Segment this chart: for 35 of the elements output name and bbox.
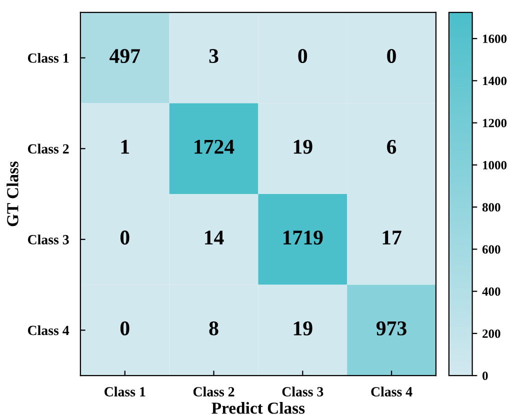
- x-axis-title: Predict Class: [212, 402, 305, 414]
- x-tick-label: Class 1: [104, 386, 146, 396]
- data-label: 0: [387, 48, 396, 64]
- color-bar-label: 600: [482, 245, 500, 254]
- data-label: 1719: [283, 230, 323, 245]
- y-axis-title: GT Class: [6, 161, 18, 226]
- data-label: 973: [376, 321, 406, 336]
- data-label: 17: [382, 230, 402, 244]
- x-tick-label: Class 4: [371, 386, 412, 396]
- data-label: 19: [294, 321, 312, 336]
- y-tick-label: Class 3: [28, 234, 69, 244]
- data-label: 1724: [194, 140, 234, 154]
- y-tick-label: Class 4: [28, 325, 70, 336]
- data-label: 0: [120, 230, 130, 245]
- x-tick-label: Class 2: [193, 386, 234, 396]
- color-bar-label: 400: [482, 287, 500, 296]
- y-tick-label: Class 2: [28, 144, 69, 154]
- color-bar-label: 800: [482, 203, 500, 212]
- color-bar-label: 1000: [483, 160, 507, 170]
- data-label: 0: [298, 48, 308, 64]
- data-label: 1: [121, 140, 130, 154]
- data-label: 8: [209, 321, 218, 336]
- data-label: 0: [120, 321, 130, 336]
- color-bar-label: 200: [482, 329, 500, 338]
- data-label: 14: [205, 230, 224, 244]
- data-label: 19: [294, 140, 312, 154]
- color-bar-label: 1600: [483, 34, 507, 44]
- data-label: 6: [387, 140, 396, 154]
- color-bar-label: 1200: [483, 118, 507, 128]
- y-tick-label: Class 1: [28, 53, 69, 63]
- x-tick-label: Class 3: [282, 386, 324, 396]
- color-bar-label: 1400: [483, 76, 507, 86]
- data-label: 3: [209, 49, 218, 64]
- color-bar-label: 0: [482, 372, 488, 380]
- data-label: 497: [110, 49, 140, 64]
